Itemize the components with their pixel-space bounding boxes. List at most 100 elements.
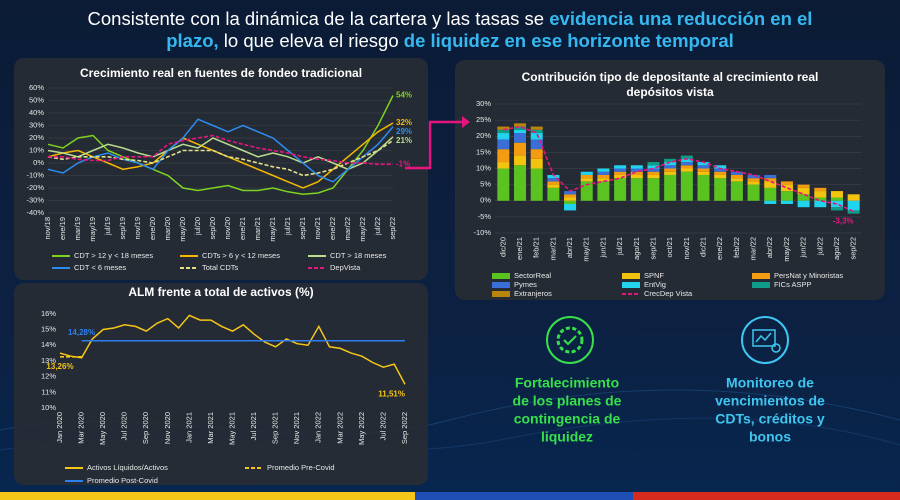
bar-segment [514,142,527,156]
legend-label: PersNat y Minoristas [774,271,843,280]
bar-segment [730,171,743,175]
legend-label: SPNF [644,271,664,280]
x-tick-label: sep/20 [208,217,217,240]
bar-segment [547,184,560,188]
legend-label: CDT > 12 y < 18 meses [74,251,153,260]
bar-segment [564,191,577,195]
bar-segment [580,174,593,179]
stripe-blue [415,492,633,500]
bar-segment [664,162,677,166]
x-tick-label: nov/20 [223,217,232,240]
y-tick-label: 5% [480,180,491,189]
data-label: 11,51% [378,389,405,398]
x-tick-label: mar/21 [253,217,262,240]
bar-segment [780,200,793,204]
x-tick-label: Jul 2021 [249,412,258,440]
x-tick-label: Nov 2020 [163,412,172,444]
legend-symbol [622,282,640,288]
legend-label: Pymes [514,280,537,289]
series-line [48,134,393,166]
bar-segment [497,139,510,150]
bar-segment [647,162,660,166]
bar-segment [597,181,610,201]
y-tick-label: 11% [42,387,57,396]
legend-label: SectorReal [514,271,551,280]
y-tick-label: -30% [26,195,44,204]
bar-segment [764,181,777,188]
headline-segment: Consistente con la dinámica de la carter… [88,8,550,29]
bar-segment [780,181,793,185]
bar-segment [630,174,643,179]
bar-segment [664,174,677,201]
x-tick-label: nov/18 [43,217,52,240]
bar-segment [597,178,610,182]
bar-segment [497,129,510,134]
bar-segment [730,178,743,182]
x-tick-label: sep/22 [388,217,397,240]
x-tick-label: jun/22 [799,237,808,258]
x-tick-label: abr/21 [565,237,574,258]
bar-segment [497,133,510,140]
bar-segment [647,171,660,175]
panel [14,283,428,485]
bar-segment [680,171,693,201]
bar-segment [697,162,710,166]
y-tick-label: 20% [476,131,491,140]
y-tick-label: 13% [41,356,56,365]
bar-segment [714,174,727,179]
icon-shield [546,316,594,364]
y-tick-label: 10% [476,163,491,172]
legend-label: Promedio Pre-Covid [267,463,335,472]
bar-segment [530,139,543,150]
bar-segment [664,165,677,169]
bar-segment [814,187,827,192]
series-line [47,118,394,183]
x-tick-label: dic/20 [498,237,507,257]
bar-segment [647,168,660,172]
bar-segment [747,184,760,201]
bar-segment [764,178,777,182]
bar-segment [680,158,693,163]
bar-segment [530,149,543,159]
y-tick-label: 30% [29,120,44,129]
data-label: -3,3% [833,217,854,226]
x-tick-label: oct/21 [665,237,674,257]
x-tick-label: May 2020 [98,412,107,445]
x-tick-label: sep/21 [298,217,307,240]
bar-segment [647,165,660,169]
legend-label: Promedio Post-Covid [87,476,158,485]
x-tick-label: Jan 2020 [55,412,64,443]
bar-segment [497,162,510,169]
bar-segment [547,187,560,201]
legend-symbol [492,282,510,288]
x-tick-label: mar/22 [749,237,758,260]
bar-segment [697,165,710,169]
bar-segment [514,126,527,130]
bar-segment [797,184,810,188]
bar-segment [764,187,777,201]
x-tick-label: ago/22 [832,237,841,260]
bar-segment [697,168,710,172]
bar-segment [797,200,810,208]
x-tick-label: Jan 2022 [314,412,323,443]
bar-segment [630,171,643,175]
bar-segment [680,168,693,172]
x-tick-label: Jul 2022 [378,412,387,440]
bar-segment [564,194,577,198]
y-tick-label: 10% [29,145,44,154]
headline: plazo, lo que eleva el riesgo de liquide… [166,30,734,51]
bar-segment [780,184,793,192]
x-tick-label: ene/20 [148,217,157,240]
callout-text: Fortalecimiento [515,375,619,391]
y-tick-label: 14% [41,340,56,349]
bar-segment [830,207,843,211]
bar-segment [614,171,627,175]
bar-segment [780,191,793,201]
x-tick-label: jul/21 [615,237,624,256]
callout-text: vencimientos de [715,393,825,409]
bar-segment [597,168,610,172]
bar-segment [547,174,560,179]
bar-segment [664,158,677,163]
series-line [47,95,394,196]
bar-segment [614,178,627,201]
